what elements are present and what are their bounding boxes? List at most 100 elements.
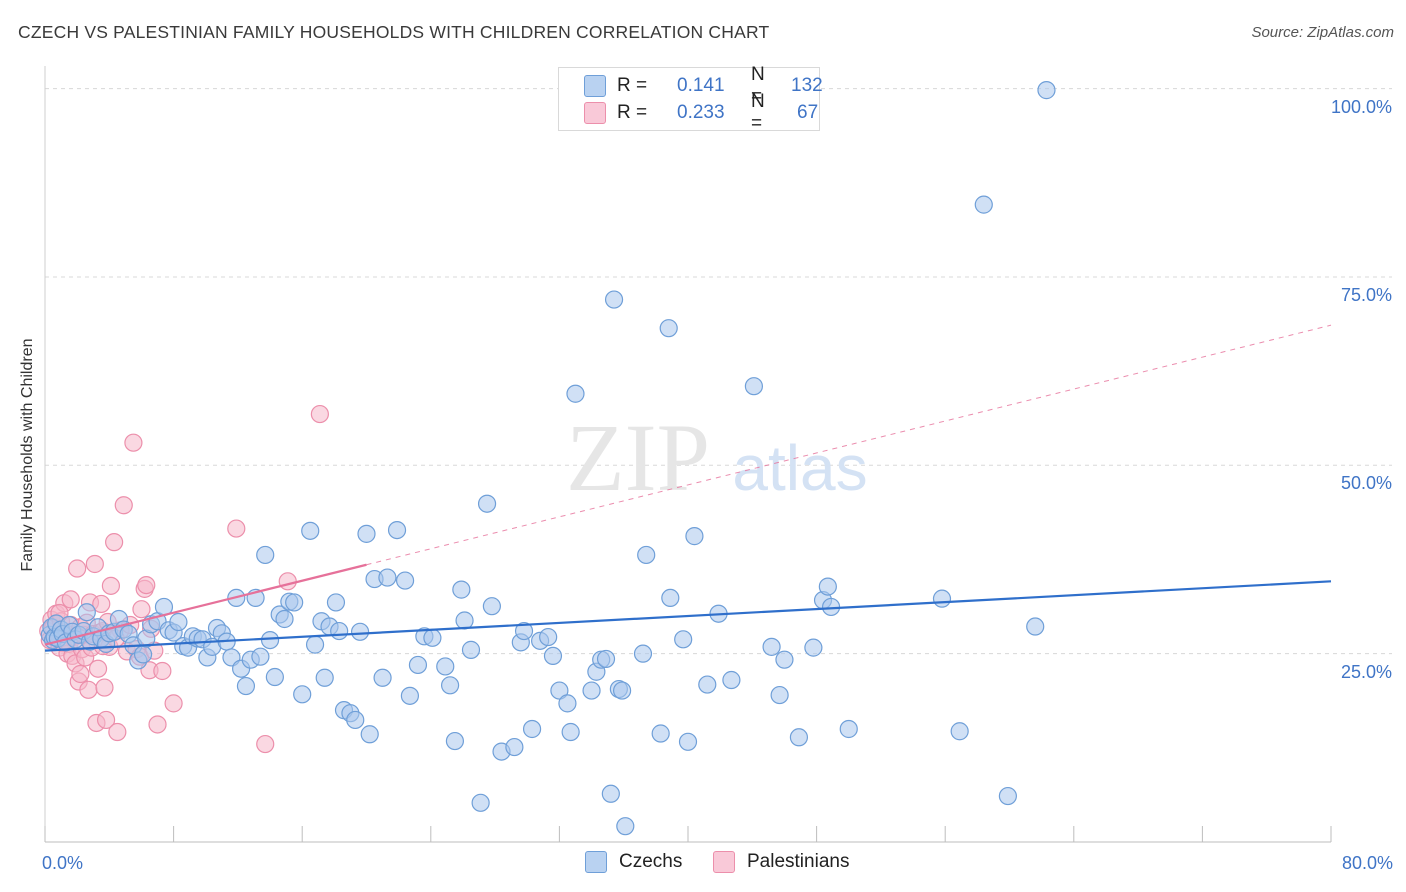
palestinian-point [101,576,121,595]
czech-point [315,668,334,687]
czech-point [305,635,325,654]
czech-point [1037,81,1056,100]
czech-point [974,195,993,214]
palestinian-point [95,678,114,697]
palestinian-trend-line [44,563,367,646]
czech-point [436,657,455,676]
y-tick-label: 100.0% [1330,96,1392,117]
czech-point [539,627,558,647]
czech-point [400,686,420,705]
watermark-atlas: atlas [732,432,867,504]
axes [44,66,1332,843]
czech-point [775,650,794,669]
czech-point [804,638,823,657]
palestinian-point [114,496,133,515]
czech-point [505,737,524,757]
czech-point [633,644,653,663]
czech-point [550,681,569,700]
czech-point [722,670,741,690]
czech-point [440,676,460,695]
czech-point [452,580,471,599]
czech-point [839,719,858,739]
watermark-zip: ZIP [566,404,710,511]
palestinian-point [85,554,104,574]
czech-point [601,784,620,803]
watermark: ZIP atlas [566,404,868,511]
palestinian-point [96,710,116,730]
source-credit: Source: ZipAtlas.com [1251,24,1394,41]
czech-point [637,545,656,565]
palestinian-point [61,590,80,609]
palestinian-r-value: 0.233 [677,102,725,123]
czech-point [265,667,284,687]
czech-points [40,81,1056,836]
czech-point [651,724,670,743]
palestinian-point [92,594,111,614]
czech-point [236,676,256,696]
czech-point [471,793,490,812]
czech-point [477,494,497,513]
czech-point [357,524,376,543]
palestinian-point [164,694,183,713]
palestinian-n-label: N = [751,91,765,134]
czech-trend-line [44,580,1332,652]
palestinian-point [124,433,143,452]
czech-point [514,621,534,641]
czech-point [596,649,616,669]
czech-point [408,655,428,675]
gridlines [45,88,1392,655]
czech-r-value: 0.141 [677,75,725,96]
czech-point [932,589,952,608]
czech-point [133,645,153,664]
palestinian-points [39,404,329,754]
czech-point [260,630,280,650]
czech-point [326,593,346,612]
czech-point [685,527,704,546]
czech-point [395,571,415,590]
legend-item-palestinians: Palestinians [713,851,849,873]
czech-n-label: N = [751,64,765,107]
czech-point [661,588,680,607]
czech-point [674,630,693,649]
czech-point [770,685,789,705]
palestinian-point [79,680,98,699]
czech-point [744,377,764,396]
czech-point [698,675,717,694]
czech-point [256,545,275,565]
czech-point [566,384,585,403]
palestinian-point [108,722,127,742]
trend-lines [44,324,1332,652]
czech-point [616,817,635,836]
palestinian-point [105,533,124,552]
czech-point [387,520,407,540]
palestinian-point [227,519,246,538]
palestinian-point [88,659,108,678]
palestinian-point [256,734,275,754]
czech-point [423,628,442,647]
czech-point [678,732,698,751]
palestinian-swatch [584,102,606,124]
czech-point [350,622,370,641]
czech-point [293,685,312,704]
czech-point [522,719,542,739]
czech-point [582,681,601,700]
czech-point [455,611,474,630]
palestinian-r-label: R = [617,102,648,123]
palestinian-point [148,715,167,734]
series-legend: Czechs Palestinians [0,851,1406,879]
czech-point [251,647,270,666]
czech-point [543,646,563,666]
czech-point [612,681,632,700]
palestinian-point [278,572,297,591]
y-tick-label: 75.0% [1340,284,1392,305]
czech-point [998,786,1017,806]
czech-point [346,710,365,730]
palestinian-point [71,664,90,684]
czech-point [461,640,481,659]
czech-point [373,668,392,687]
legend-label-czechs: Czechs [619,851,683,872]
palestinian-point [68,559,87,578]
czech-point [330,621,349,641]
czech-point [558,694,577,713]
